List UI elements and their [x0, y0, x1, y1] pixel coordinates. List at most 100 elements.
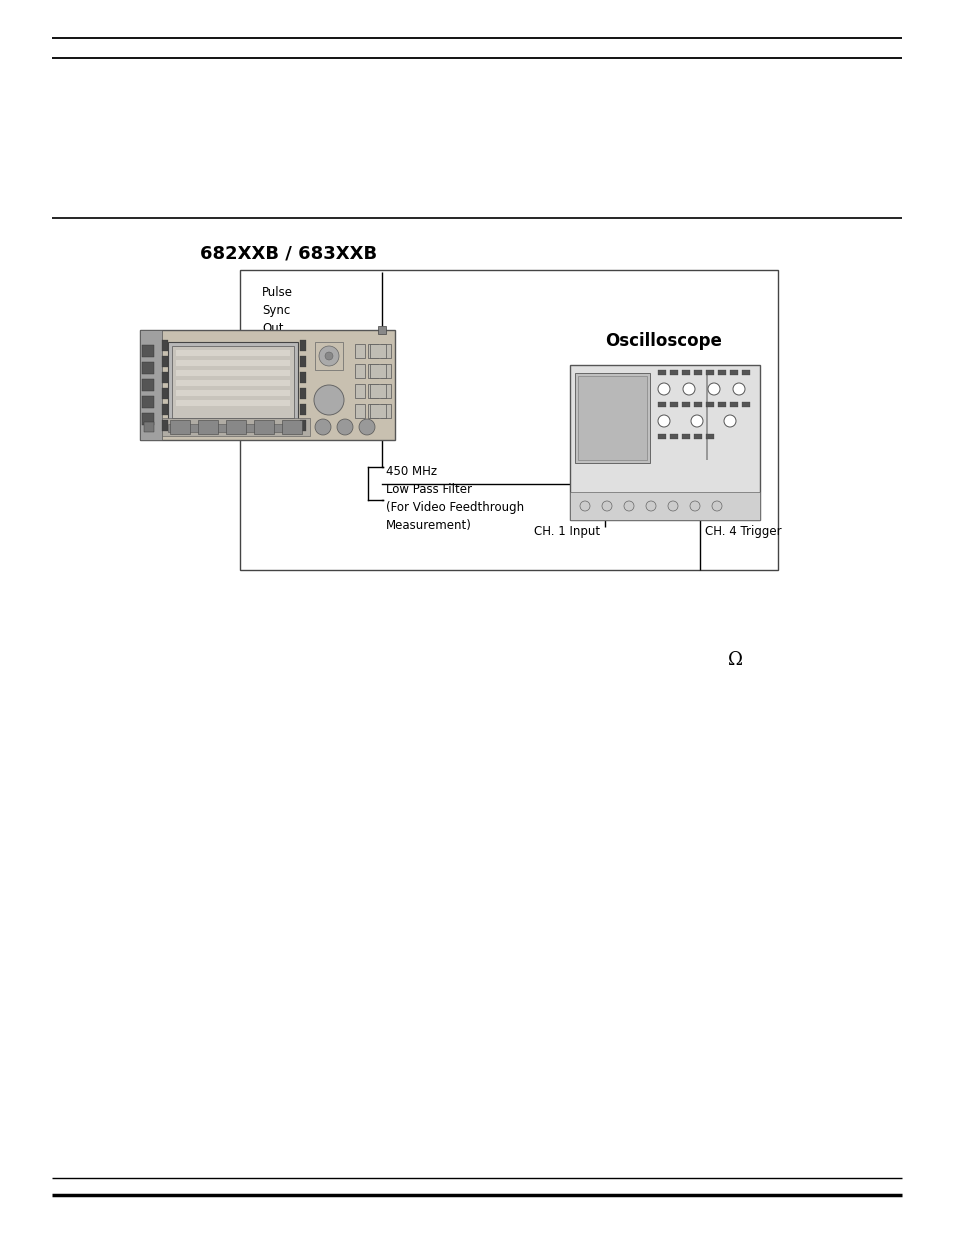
- Bar: [142, 379, 153, 391]
- Bar: [299, 404, 306, 415]
- Bar: [162, 372, 168, 383]
- Text: 450 MHz
Low Pass Filter
(For Video Feedthrough
Measurement): 450 MHz Low Pass Filter (For Video Feedt…: [386, 466, 523, 532]
- Bar: [142, 362, 153, 374]
- Bar: [377, 326, 386, 333]
- Bar: [299, 388, 306, 399]
- Circle shape: [358, 419, 375, 435]
- Bar: [162, 356, 168, 367]
- Circle shape: [325, 352, 333, 359]
- Circle shape: [732, 383, 744, 395]
- Bar: [175, 400, 290, 406]
- Circle shape: [645, 501, 656, 511]
- Bar: [144, 422, 153, 432]
- Bar: [355, 364, 365, 378]
- Bar: [168, 342, 297, 422]
- Bar: [705, 433, 713, 438]
- Circle shape: [336, 419, 353, 435]
- Bar: [299, 420, 306, 431]
- Bar: [578, 375, 646, 459]
- Bar: [175, 370, 290, 375]
- Bar: [370, 364, 386, 378]
- Bar: [658, 403, 665, 408]
- Bar: [162, 420, 168, 431]
- Bar: [140, 330, 162, 440]
- Bar: [162, 417, 310, 436]
- Circle shape: [314, 419, 331, 435]
- Bar: [355, 345, 365, 358]
- Bar: [718, 403, 725, 408]
- Circle shape: [601, 501, 612, 511]
- Bar: [741, 370, 749, 375]
- Bar: [681, 370, 689, 375]
- Bar: [226, 420, 246, 433]
- Circle shape: [711, 501, 721, 511]
- Text: Oscilloscope: Oscilloscope: [604, 332, 721, 350]
- Bar: [355, 404, 365, 417]
- Bar: [693, 433, 701, 438]
- Text: Ω: Ω: [727, 651, 741, 669]
- Bar: [718, 370, 725, 375]
- Bar: [142, 396, 153, 408]
- Bar: [175, 380, 290, 387]
- Bar: [681, 433, 689, 438]
- Bar: [175, 390, 290, 396]
- Bar: [282, 420, 302, 433]
- Bar: [368, 404, 377, 417]
- Bar: [729, 370, 738, 375]
- Circle shape: [658, 415, 669, 427]
- Bar: [170, 420, 190, 433]
- Bar: [162, 340, 168, 351]
- Bar: [705, 370, 713, 375]
- Bar: [253, 420, 274, 433]
- Bar: [693, 403, 701, 408]
- Circle shape: [690, 415, 702, 427]
- Bar: [198, 420, 218, 433]
- Bar: [299, 356, 306, 367]
- Text: Pulse
Sync
Out: Pulse Sync Out: [262, 287, 293, 335]
- Bar: [142, 412, 153, 425]
- Bar: [240, 270, 778, 571]
- Bar: [140, 330, 395, 440]
- Circle shape: [667, 501, 678, 511]
- Bar: [175, 359, 290, 366]
- Circle shape: [658, 383, 669, 395]
- Bar: [168, 424, 297, 432]
- Bar: [658, 433, 665, 438]
- Bar: [681, 403, 689, 408]
- Circle shape: [682, 383, 695, 395]
- Bar: [658, 370, 665, 375]
- Bar: [569, 492, 760, 520]
- Bar: [355, 384, 365, 398]
- Bar: [172, 346, 294, 417]
- Bar: [575, 373, 649, 463]
- Circle shape: [689, 501, 700, 511]
- Bar: [705, 403, 713, 408]
- Bar: [370, 345, 386, 358]
- Bar: [370, 404, 386, 417]
- Bar: [142, 345, 153, 357]
- Bar: [314, 342, 343, 370]
- Bar: [741, 403, 749, 408]
- Bar: [380, 384, 391, 398]
- Bar: [299, 372, 306, 383]
- Bar: [569, 366, 760, 520]
- Bar: [669, 433, 678, 438]
- Bar: [669, 370, 678, 375]
- Bar: [299, 340, 306, 351]
- Bar: [669, 403, 678, 408]
- Bar: [370, 384, 386, 398]
- Bar: [380, 364, 391, 378]
- Circle shape: [579, 501, 589, 511]
- Bar: [368, 384, 377, 398]
- Bar: [368, 345, 377, 358]
- Bar: [380, 345, 391, 358]
- Text: CH. 4 Trigger: CH. 4 Trigger: [704, 525, 781, 538]
- Bar: [729, 403, 738, 408]
- Bar: [175, 350, 290, 356]
- Bar: [705, 370, 707, 459]
- Circle shape: [623, 501, 634, 511]
- Circle shape: [723, 415, 735, 427]
- Text: 682XXB / 683XXB: 682XXB / 683XXB: [200, 245, 376, 263]
- Bar: [368, 364, 377, 378]
- Bar: [380, 404, 391, 417]
